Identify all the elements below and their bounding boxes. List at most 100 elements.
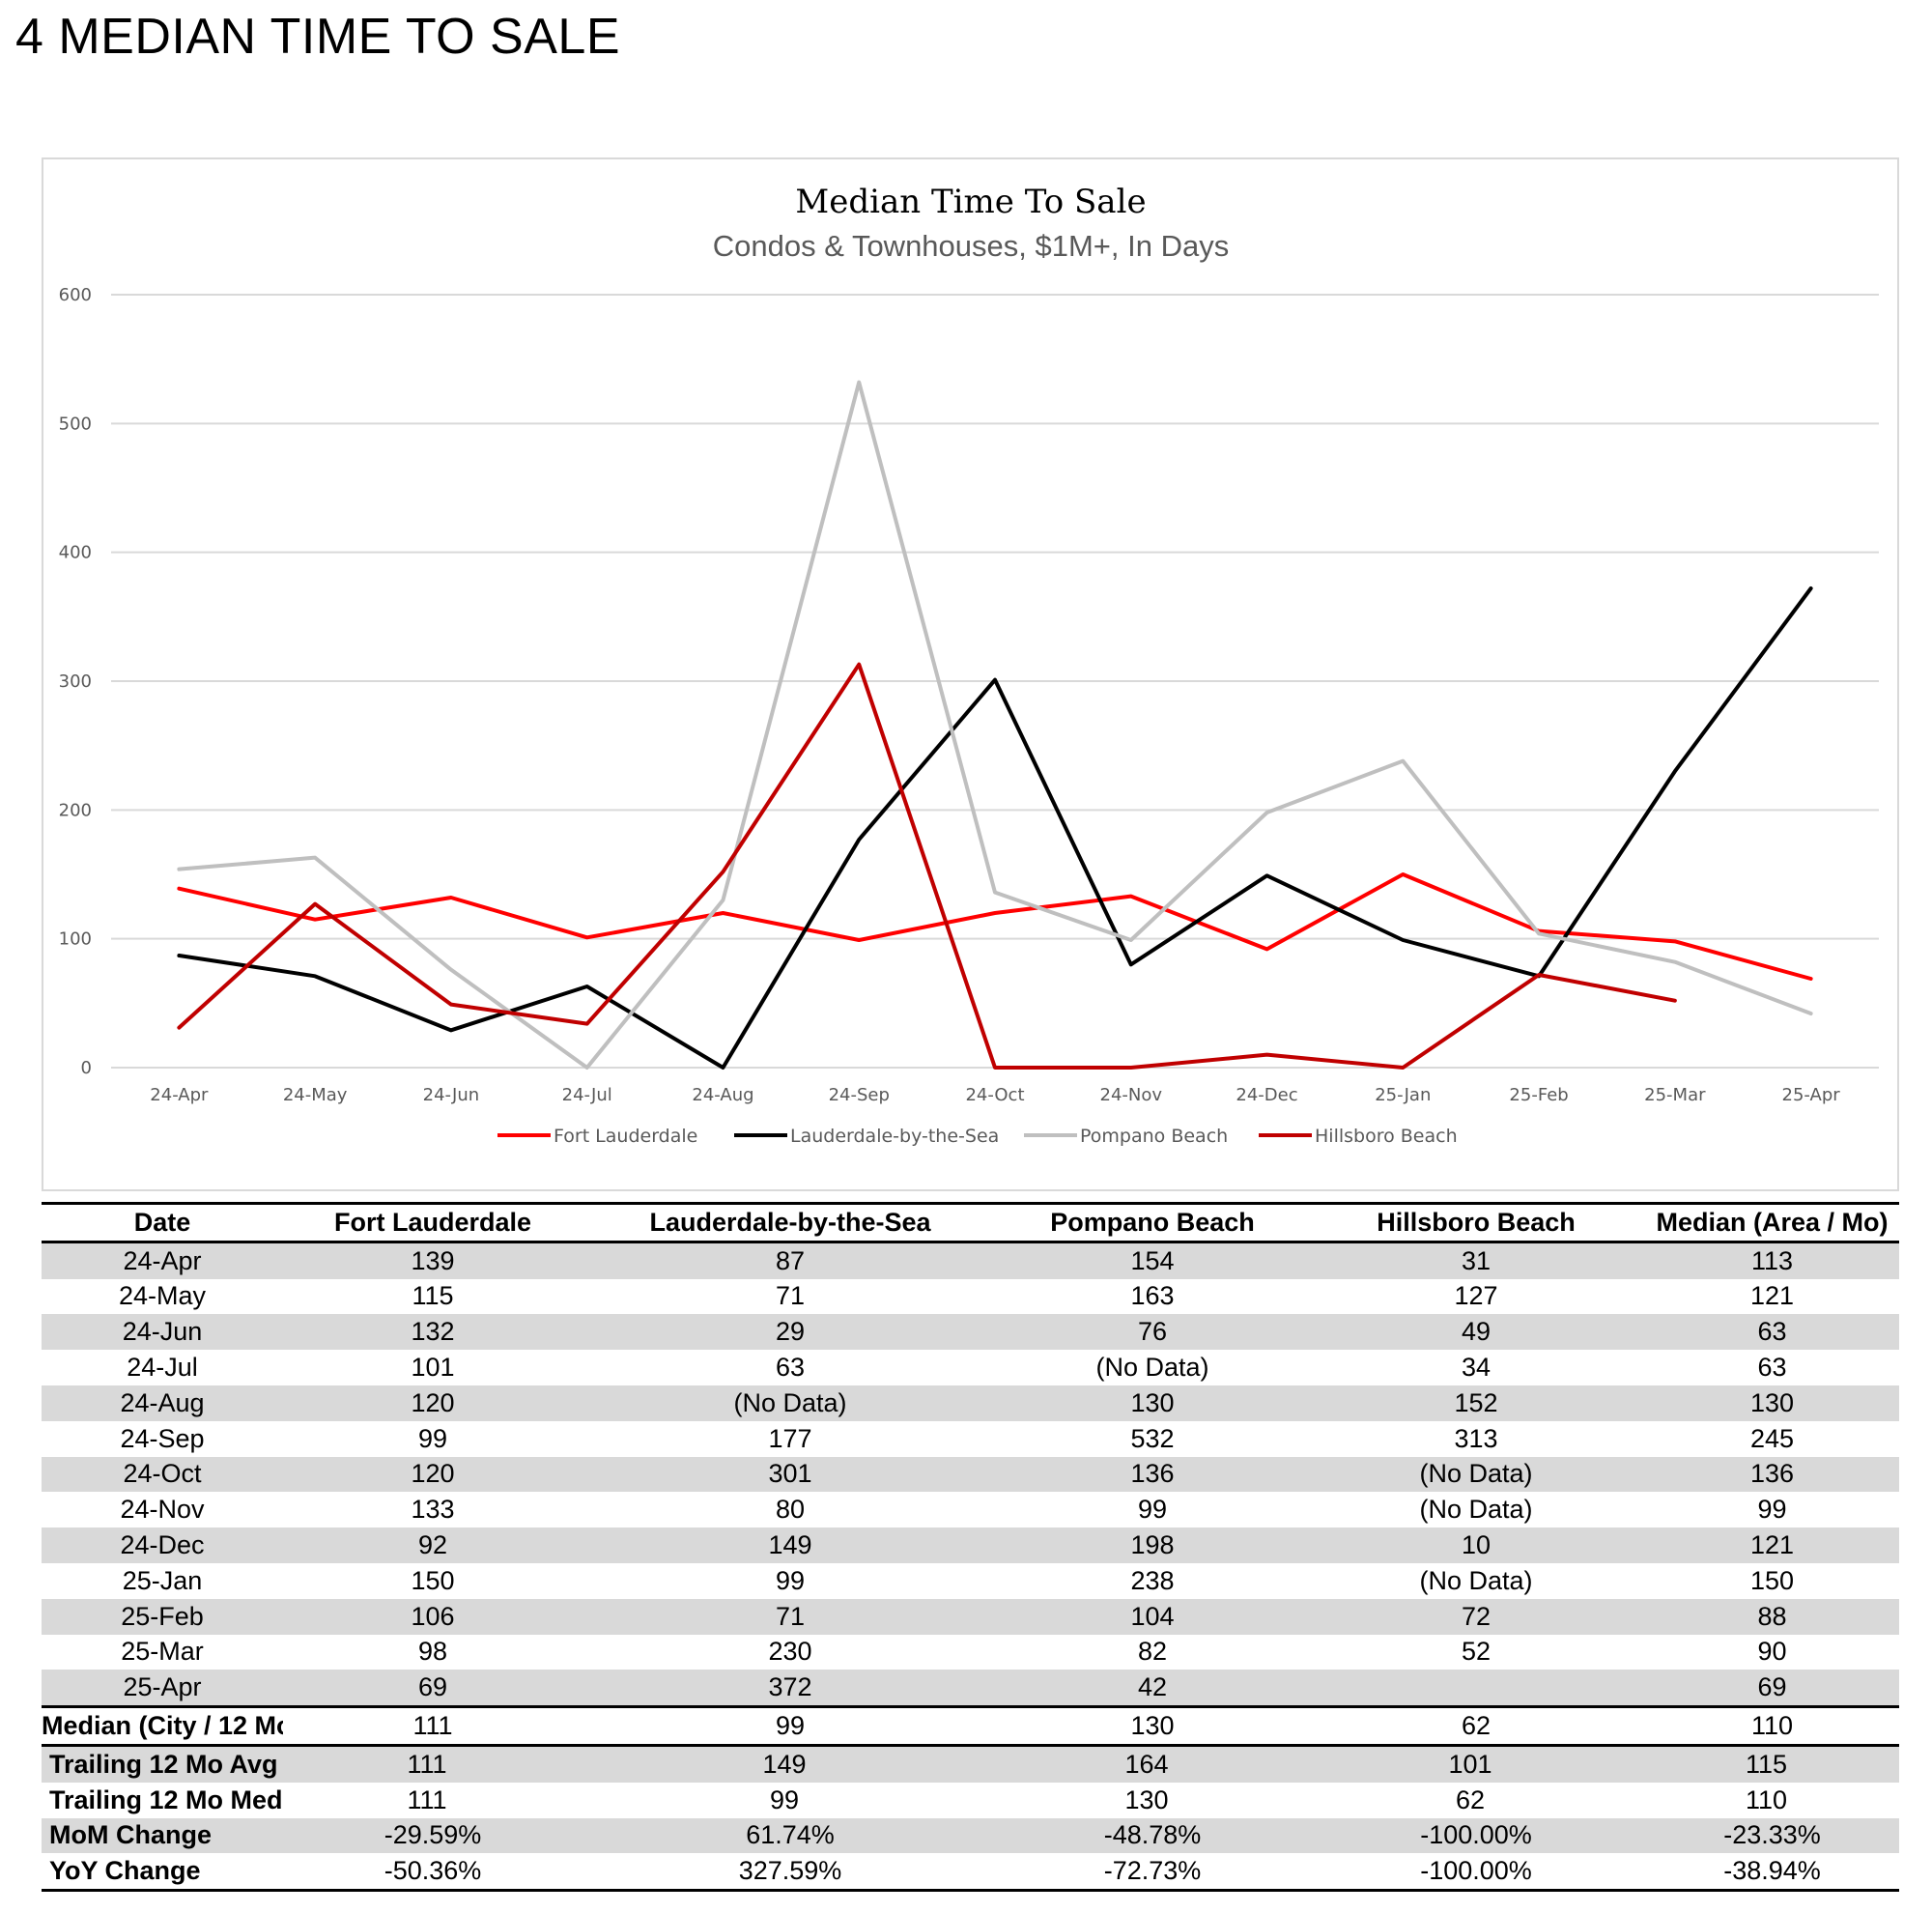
row-label: 25-Apr	[42, 1670, 283, 1707]
median-row: Median (City / 12 Mo) 111 99 130 62 110	[42, 1705, 1899, 1747]
table-cell: 327.59%	[582, 1853, 998, 1893]
table-cell: 31	[1307, 1242, 1645, 1279]
table-cell: 69	[1645, 1670, 1899, 1707]
table-cell: 136	[998, 1456, 1307, 1493]
table-cell: 61.74%	[582, 1817, 998, 1854]
table-cell: 245	[1749, 1423, 1795, 1453]
table-cell: 111	[283, 1745, 582, 1783]
table-cell: 121	[1749, 1281, 1795, 1311]
row-label: 24-Jul	[127, 1353, 198, 1383]
table-cell: 120	[283, 1385, 582, 1421]
table-cell: 198	[998, 1528, 1307, 1563]
table-row: 24-May 115 71 163 127 121	[42, 1279, 1899, 1315]
table-cell: 104	[998, 1598, 1307, 1635]
table-cell: 101	[1307, 1745, 1645, 1783]
table-cell: -38.94%	[1645, 1853, 1899, 1893]
x-tick-label: 25-Feb	[1509, 1085, 1568, 1105]
table-cell: 99	[775, 1565, 806, 1595]
col-header-median-area: Median (Area / Mo)	[1645, 1202, 1899, 1243]
table-cell: 49	[1307, 1314, 1645, 1351]
table-cell: -50.36%	[283, 1853, 582, 1893]
table-cell: 82	[1137, 1637, 1168, 1667]
table-cell: 154	[998, 1242, 1307, 1279]
table-cell: 152	[1307, 1385, 1645, 1421]
chart-container: Median Time To Sale Condos & Townhouses,…	[42, 157, 1899, 1191]
table-cell: 62	[1307, 1705, 1645, 1747]
legend-label-hillsboro-beach: Hillsboro Beach	[1315, 1126, 1458, 1147]
row-label: 24-Jun	[42, 1314, 283, 1351]
table-cell: 34	[1461, 1353, 1492, 1383]
table-cell: 532	[1130, 1423, 1175, 1453]
row-label: 24-Sep	[120, 1423, 205, 1453]
table-cell: 88	[1645, 1598, 1899, 1635]
table-cell: 111	[283, 1705, 582, 1747]
row-label: 25-Feb	[42, 1598, 283, 1635]
table-cell: 238	[1130, 1565, 1175, 1595]
table-cell: -23.33%	[1645, 1817, 1899, 1854]
table-cell: 177	[768, 1423, 812, 1453]
table-cell: 139	[283, 1242, 582, 1279]
col-header-fort-lauderdale: Fort Lauderdale	[283, 1202, 582, 1243]
row-label: 24-Oct	[42, 1456, 283, 1493]
table-cell: 72	[1307, 1598, 1645, 1635]
table-cell: 127	[1454, 1281, 1498, 1311]
table-row: 25-Apr 69 372 42 69	[42, 1670, 1899, 1707]
table-cell: 130	[998, 1385, 1307, 1421]
row-label: Trailing 12 Mo Med	[49, 1785, 283, 1814]
table-cell: 87	[582, 1242, 998, 1279]
table-cell: 63	[775, 1353, 806, 1383]
table-cell: 71	[775, 1281, 806, 1311]
series-line-pompano-beach	[177, 380, 1813, 1070]
table-row: 24-Apr 139 87 154 31 113	[42, 1242, 1899, 1279]
x-tick-label: 25-Jan	[1375, 1085, 1431, 1105]
chart-title: Median Time To Sale	[795, 183, 1146, 221]
series-line-lauderdale-by-the-sea	[177, 586, 1813, 1070]
table-cell: (No Data)	[582, 1385, 998, 1421]
table-cell: (No Data)	[1419, 1495, 1533, 1525]
table-cell: 42	[998, 1670, 1307, 1707]
table-cell: 62	[1455, 1785, 1486, 1814]
table-cell: -72.73%	[998, 1853, 1307, 1893]
table-cell: 76	[998, 1314, 1307, 1351]
row-label: YoY Change	[42, 1853, 283, 1893]
table-cell: -100.00%	[1307, 1853, 1645, 1893]
table-cell: 164	[998, 1745, 1307, 1783]
page-heading: 4 MEDIAN TIME TO SALE	[15, 9, 621, 65]
table-cell: 150	[1749, 1565, 1795, 1595]
line-chart: Median Time To Sale Condos & Townhouses,…	[59, 183, 1879, 1147]
table-cell: -29.59%	[283, 1817, 582, 1854]
trailing-avg-row: Trailing 12 Mo Avg 111 149 164 101 115	[42, 1745, 1899, 1783]
table-cell: 136	[1645, 1456, 1899, 1493]
y-tick-label: 400	[59, 543, 92, 563]
table-cell: (No Data)	[1307, 1456, 1645, 1493]
row-label: 25-Mar	[121, 1637, 204, 1667]
x-tick-label: 24-Jun	[423, 1085, 480, 1105]
table-cell: 313	[1454, 1423, 1498, 1453]
series-line-hillsboro-beach	[177, 662, 1677, 1070]
row-label: 24-Dec	[42, 1528, 283, 1563]
table-cell: (No Data)	[1095, 1353, 1209, 1383]
table-row: 24-Aug 120 (No Data) 130 152 130	[42, 1385, 1899, 1421]
table-cell: 133	[411, 1495, 455, 1525]
row-label: 24-Nov	[120, 1495, 205, 1525]
col-header-date: Date	[42, 1202, 283, 1243]
x-tick-label: 24-Sep	[829, 1085, 890, 1105]
table-cell: 63	[1645, 1314, 1899, 1351]
data-table: Date Fort Lauderdale Lauderdale-by-the-S…	[42, 1202, 1899, 1893]
col-header-lauderdale-by-the-sea: Lauderdale-by-the-Sea	[582, 1202, 998, 1243]
table-cell: 149	[582, 1745, 998, 1783]
row-label: Median (City / 12 Mo)	[42, 1705, 283, 1747]
table-cell: 149	[582, 1528, 998, 1563]
table-cell: 372	[582, 1670, 998, 1707]
table-cell: 52	[1461, 1637, 1492, 1667]
table-cell: 92	[283, 1528, 582, 1563]
x-tick-label: 24-Jul	[562, 1085, 612, 1105]
table-cell: 113	[1645, 1242, 1899, 1279]
table-cell: 130	[1645, 1385, 1899, 1421]
x-tick-label: 25-Mar	[1644, 1085, 1706, 1105]
x-tick-label: 24-Aug	[692, 1085, 753, 1105]
x-tick-label: 24-Nov	[1100, 1085, 1163, 1105]
table-cell: 163	[1130, 1281, 1175, 1311]
trailing-med-row: Trailing 12 Mo Med 111 99 130 62 110	[42, 1783, 1899, 1818]
row-label: MoM Change	[42, 1817, 283, 1854]
